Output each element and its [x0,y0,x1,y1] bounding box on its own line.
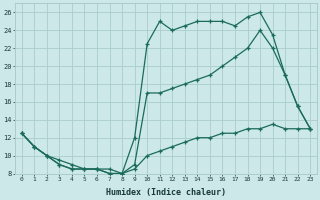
X-axis label: Humidex (Indice chaleur): Humidex (Indice chaleur) [106,188,226,197]
